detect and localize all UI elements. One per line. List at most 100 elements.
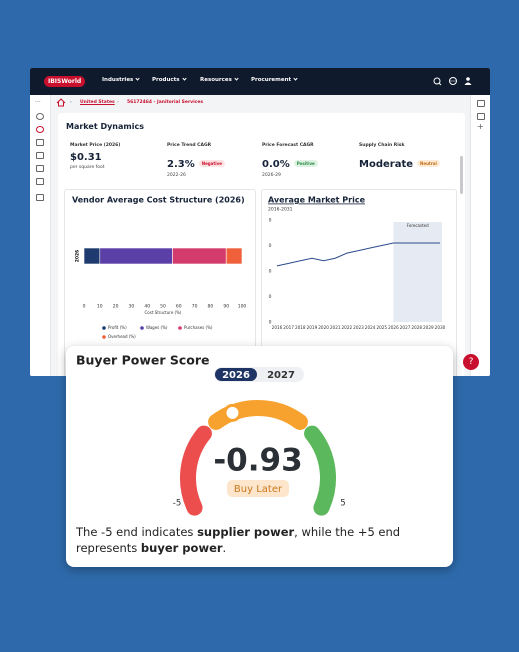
gauge-value: -0.93 xyxy=(213,443,302,479)
gauge-max: 5 xyxy=(340,499,345,509)
x-tick-label: 20 xyxy=(113,304,119,310)
legend-label[interactable]: Overhead (%) xyxy=(108,334,136,339)
x-tick-label: 30 xyxy=(129,304,135,310)
share-icon[interactable] xyxy=(477,113,485,120)
tab-active[interactable] xyxy=(215,368,257,381)
footnote-bold: supplier power xyxy=(197,525,295,539)
legend-swatch xyxy=(102,326,106,330)
left-sidebar: ··· xyxy=(30,95,51,376)
footnote-text: . xyxy=(222,541,227,555)
metric-note: 2026-29 xyxy=(262,173,281,178)
sidebar-icon[interactable] xyxy=(36,113,44,120)
chart-title: Average Market Price xyxy=(268,196,366,205)
y-tick-label: 0 xyxy=(269,294,272,300)
x-tick-label: 90 xyxy=(223,304,229,310)
metric-label: Supply Chain Risk xyxy=(359,143,405,148)
add-icon[interactable]: + xyxy=(477,122,484,131)
footnote-text: The -5 end indicates xyxy=(76,525,198,539)
gauge-label: Buy Later xyxy=(234,484,283,495)
gauge-marker xyxy=(223,403,242,422)
x-tick-label: 60 xyxy=(176,304,182,310)
nav-item[interactable]: Industries xyxy=(102,77,139,83)
badge: Neutral xyxy=(417,160,440,167)
more-icon[interactable]: ··· xyxy=(35,99,41,106)
x-tick-label: 50 xyxy=(160,304,166,310)
nav-item[interactable]: Products xyxy=(152,77,186,83)
y-tick-label: 0 xyxy=(269,320,272,326)
scrollbar[interactable] xyxy=(460,156,463,194)
line xyxy=(276,242,440,267)
gauge: Buyer Power Score 2026 2027 -0.93 Buy Later -… xyxy=(76,353,346,516)
x-tick-label: 2021 xyxy=(330,325,341,330)
bar-segment xyxy=(99,247,173,265)
y-tick-label: 0 xyxy=(269,243,272,249)
gauge-label-pill xyxy=(227,480,289,497)
x-axis-label: Cost Structure (%) xyxy=(145,310,182,315)
logo[interactable]: IBISWorld xyxy=(44,76,86,87)
x-tick-label: 2025 xyxy=(376,325,387,330)
tab[interactable]: 2027 xyxy=(267,370,295,381)
sidebar-icon[interactable] xyxy=(36,178,44,185)
legend-label[interactable]: Profit (%) xyxy=(108,325,127,330)
x-tick-label: 2026 xyxy=(388,325,399,330)
x-tick-label: 80 xyxy=(208,304,214,310)
annotation: Forecasted xyxy=(407,223,429,228)
bar-segment xyxy=(172,247,227,265)
badge: Positive xyxy=(293,160,318,167)
metric-value: $0.31 xyxy=(70,152,102,163)
footnote-text: , while the +5 end represents xyxy=(76,525,401,555)
footnote-bold: buyer power xyxy=(140,541,223,555)
x-tick-label: 40 xyxy=(144,304,150,310)
x-tick-label: 2029 xyxy=(423,325,434,330)
nav-item[interactable]: Procurement xyxy=(251,77,297,83)
breadcrumb[interactable]: 56172464 - Janitorial Services xyxy=(127,100,204,105)
metric-value: 0.0% xyxy=(262,159,290,170)
y-tick-label: 2026 xyxy=(75,250,81,263)
chart-card xyxy=(64,189,256,376)
charts: Vendor Average Cost Structure (2026) 2026… xyxy=(72,196,446,340)
chart-subtitle: 2016-2031 xyxy=(268,207,293,213)
footnote: The -5 end indicates supplier power, whi… xyxy=(76,524,446,556)
metric-note: per square foot xyxy=(70,165,105,170)
metric: Price Forecast CAGR 0.0% Positive 2026-29 xyxy=(262,143,318,178)
x-tick-label: 2027 xyxy=(400,325,411,330)
x-tick-label: 10 xyxy=(97,304,103,310)
sidebar-icon[interactable] xyxy=(36,152,44,159)
section-title: Market Dynamics xyxy=(66,122,144,131)
x-tick-label: 2017 xyxy=(283,325,294,330)
x-tick-label: 2023 xyxy=(353,325,364,330)
gauge-min: -5 xyxy=(173,499,181,509)
metric: Supply Chain Risk Moderate Neutral xyxy=(359,143,440,171)
sidebar-icon[interactable] xyxy=(36,165,44,172)
x-tick-label: 2030 xyxy=(435,325,446,330)
gauge-band xyxy=(180,425,212,516)
sidebar-icon[interactable] xyxy=(36,139,44,146)
gauge-card: Buyer Power Score 2026 2027 -0.93 Buy Later -… xyxy=(66,346,453,567)
sidebar-icon[interactable] xyxy=(36,126,44,133)
right-sidebar: + xyxy=(470,95,490,376)
legend-label[interactable]: Purchases (%) xyxy=(184,325,213,330)
legend-label[interactable]: Wages (%) xyxy=(146,325,168,330)
badge: Negative xyxy=(198,160,225,167)
breadcrumb[interactable]: United States xyxy=(80,100,115,105)
download-icon[interactable] xyxy=(477,100,485,107)
sidebar-icon[interactable] xyxy=(36,194,44,201)
gauge-band xyxy=(304,425,336,516)
crumb-sep: › xyxy=(70,100,72,105)
tab[interactable]: 2026 xyxy=(222,370,250,381)
help-button[interactable]: ? xyxy=(463,354,479,370)
x-tick-label: 2028 xyxy=(411,325,422,330)
metric-label: Price Trend CAGR xyxy=(167,143,212,148)
x-tick-label: 2022 xyxy=(342,325,353,330)
legend-swatch xyxy=(140,326,144,330)
metric: Market Price (2026) $0.31 per square foo… xyxy=(70,143,120,170)
nav-item[interactable]: Resources xyxy=(200,77,238,83)
nav-icons[interactable] xyxy=(432,75,482,89)
y-tick-label: 0 xyxy=(269,269,272,275)
legend-swatch xyxy=(102,335,106,339)
x-tick-label: 0 xyxy=(83,304,86,310)
home-icon[interactable] xyxy=(56,98,66,107)
gauge-title: Buyer Power Score xyxy=(76,353,210,368)
legend-swatch xyxy=(178,326,182,330)
